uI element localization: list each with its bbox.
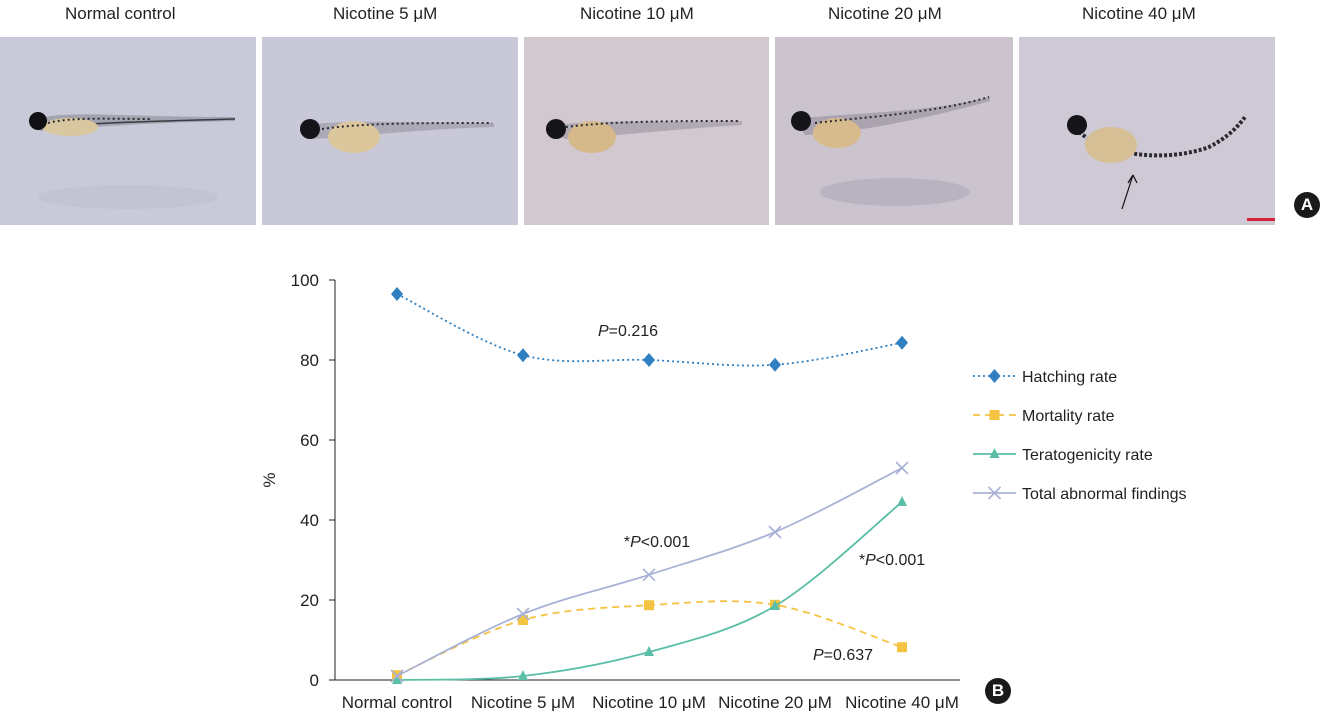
larva-photo-normal-control — [0, 37, 256, 225]
panel-title-nicotine-40: Nicotine 40 μM — [1082, 4, 1196, 23]
larva-illustration — [546, 119, 742, 153]
x-tick-label: Nicotine 20 μM — [718, 693, 832, 712]
data-point-total-abnormal-findings — [895, 461, 909, 475]
data-point-teratogenicity-rate — [897, 496, 907, 506]
y-tick-label: 20 — [300, 591, 319, 610]
data-point-hatching-rate — [643, 353, 655, 367]
legend-marker-teratogenicity-rate — [989, 448, 1000, 458]
annotation-label: P=0.637 — [813, 647, 873, 664]
x-tick-label: Nicotine 10 μM — [592, 693, 706, 712]
panel-title-nicotine-10: Nicotine 10 μM — [580, 4, 694, 23]
series-line-total-abnormal-findings — [396, 467, 903, 677]
scale-bar — [1247, 218, 1275, 221]
data-point-hatching-rate — [769, 357, 781, 372]
data-point-teratogenicity-rate — [644, 646, 654, 656]
legend-marker-hatching-rate — [988, 369, 1001, 383]
data-point-total-abnormal-findings — [390, 669, 404, 683]
y-tick-label: 40 — [300, 511, 319, 530]
data-point-hatching-rate — [391, 287, 403, 301]
legend-marker-mortality-rate — [989, 410, 1000, 420]
data-point-total-abnormal-findings — [516, 607, 530, 621]
panel-title-nicotine-5: Nicotine 5 μM — [333, 4, 438, 23]
larva-illustration — [28, 112, 236, 209]
arrow-icon — [1121, 174, 1134, 210]
x-tick-label: Nicotine 40 μM — [845, 693, 959, 712]
y-tick-label: 60 — [300, 431, 319, 450]
x-tick-label: Normal control — [342, 693, 453, 712]
data-point-total-abnormal-findings — [768, 525, 782, 539]
annotation-label: *P<0.001 — [859, 552, 925, 569]
y-tick-label: 80 — [300, 351, 319, 370]
data-point-teratogenicity-rate — [770, 600, 780, 610]
annotation-label: P=0.216 — [598, 323, 658, 340]
data-point-hatching-rate — [517, 348, 529, 363]
y-tick-label: 100 — [291, 271, 319, 290]
data-point-teratogenicity-rate — [518, 670, 528, 680]
annotation-label: *P<0.001 — [624, 534, 690, 551]
larva-illustration — [791, 96, 990, 206]
data-point-mortality-rate — [897, 642, 907, 653]
data-point-mortality-rate — [518, 615, 528, 625]
larva-photo-nicotine-20 — [775, 37, 1013, 225]
data-point-teratogenicity-rate — [392, 674, 402, 684]
x-tick-label: Nicotine 5 μM — [471, 693, 575, 712]
larva-photo-nicotine-10 — [524, 37, 769, 225]
legend-label-hatching-rate: Hatching rate — [1022, 369, 1117, 386]
larva-photo-nicotine-40 — [1019, 37, 1275, 225]
panel-title-nicotine-20: Nicotine 20 μM — [828, 4, 942, 23]
panel-title-normal-control: Normal control — [65, 4, 176, 23]
larva-photo-nicotine-5 — [262, 37, 518, 225]
panel-a-badge: A — [1294, 192, 1320, 218]
legend-label-teratogenicity-rate: Teratogenicity rate — [1022, 447, 1153, 464]
larva-illustration — [300, 119, 494, 153]
y-axis-label: % — [260, 472, 279, 487]
larva-illustration — [1067, 115, 1275, 221]
y-tick-label: 0 — [310, 671, 319, 690]
data-point-mortality-rate — [644, 600, 654, 611]
panel-b-badge: B — [985, 678, 1011, 704]
legend-label-total-abnormal-findings: Total abnormal findings — [1022, 486, 1187, 503]
data-point-hatching-rate — [896, 335, 908, 350]
series-line-mortality-rate — [396, 600, 903, 677]
data-point-total-abnormal-findings — [642, 568, 656, 582]
legend-label-mortality-rate: Mortality rate — [1022, 408, 1115, 425]
legend-marker-total-abnormal-findings — [987, 486, 1002, 500]
